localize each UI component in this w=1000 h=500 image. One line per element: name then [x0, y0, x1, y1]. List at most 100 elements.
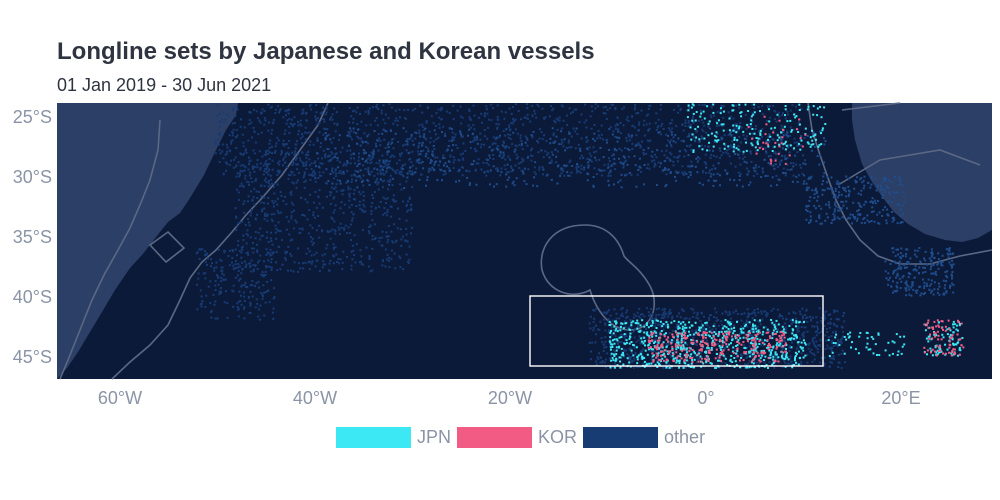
vessel-set-point	[881, 214, 884, 217]
vessel-set-point	[343, 227, 346, 230]
vessel-set-point	[630, 325, 633, 328]
vessel-set-point	[579, 171, 582, 174]
vessel-set-point	[656, 319, 659, 322]
vessel-set-point	[279, 109, 281, 112]
vessel-set-point	[639, 170, 642, 173]
vessel-set-point	[235, 215, 237, 218]
vessel-set-point	[720, 330, 723, 333]
vessel-set-point	[432, 122, 435, 125]
vessel-set-point	[236, 188, 239, 191]
vessel-set-point	[347, 179, 349, 182]
vessel-set-point	[860, 177, 863, 179]
vessel-set-point	[245, 252, 248, 255]
vessel-set-point	[689, 174, 692, 176]
vessel-set-point	[427, 107, 429, 109]
vessel-set-point	[354, 162, 356, 165]
vessel-set-point	[710, 132, 713, 135]
vessel-set-point	[305, 160, 308, 163]
vessel-set-point	[354, 170, 357, 173]
vessel-set-point	[754, 341, 757, 344]
vessel-set-point	[669, 159, 672, 162]
vessel-set-point	[857, 201, 860, 204]
vessel-set-point	[452, 156, 455, 159]
vessel-set-point	[347, 134, 350, 137]
vessel-set-point	[823, 316, 826, 319]
vessel-set-point	[755, 350, 758, 353]
vessel-set-point	[292, 182, 295, 185]
vessel-set-point	[313, 216, 316, 219]
vessel-set-point	[290, 123, 293, 126]
vessel-set-point	[738, 103, 741, 106]
vessel-set-point	[831, 192, 834, 195]
vessel-set-point	[714, 167, 717, 170]
vessel-set-point	[595, 307, 598, 310]
vessel-set-point	[882, 188, 885, 191]
vessel-set-point	[512, 118, 515, 121]
vessel-set-point	[894, 290, 897, 293]
vessel-set-point	[896, 203, 899, 206]
vessel-set-point	[458, 179, 461, 182]
vessel-set-point	[905, 282, 908, 285]
vessel-set-point	[813, 354, 816, 357]
vessel-set-point	[709, 329, 712, 332]
vessel-set-point	[309, 193, 312, 196]
vessel-set-point	[665, 363, 667, 366]
vessel-set-point	[373, 238, 376, 240]
vessel-set-point	[785, 133, 788, 136]
vessel-set-point	[256, 250, 259, 253]
vessel-set-point	[282, 159, 285, 162]
vessel-set-point	[401, 235, 404, 238]
vessel-set-point	[637, 354, 640, 357]
vessel-set-point	[683, 354, 686, 357]
vessel-set-point	[533, 176, 536, 179]
vessel-set-point	[799, 345, 802, 348]
vessel-set-point	[613, 342, 616, 345]
vessel-set-point	[405, 139, 408, 142]
vessel-set-point	[758, 352, 761, 355]
vessel-set-point	[666, 350, 669, 353]
vessel-set-point	[386, 167, 389, 170]
vessel-set-point	[236, 254, 238, 257]
vessel-set-point	[467, 134, 470, 137]
vessel-set-point	[401, 152, 403, 155]
vessel-set-point	[241, 245, 244, 248]
vessel-set-point	[859, 213, 862, 216]
vessel-set-point	[700, 144, 703, 147]
vessel-set-point	[794, 364, 797, 367]
vessel-set-point	[522, 158, 525, 161]
vessel-set-point	[611, 319, 614, 322]
vessel-set-point	[606, 108, 609, 111]
vessel-set-point	[257, 261, 259, 264]
vessel-set-point	[798, 123, 801, 126]
vessel-set-point	[595, 173, 598, 175]
vessel-set-point	[694, 352, 697, 355]
vessel-set-point	[525, 183, 528, 186]
vessel-set-point	[367, 170, 370, 173]
vessel-set-point	[318, 121, 321, 124]
vessel-set-point	[390, 249, 393, 252]
vessel-set-point	[689, 347, 692, 350]
vessel-set-point	[648, 167, 651, 170]
vessel-set-point	[747, 314, 750, 317]
vessel-set-point	[294, 150, 296, 153]
vessel-set-point	[365, 140, 368, 143]
vessel-set-point	[800, 363, 803, 365]
vessel-set-point	[924, 267, 926, 269]
vessel-set-point	[641, 355, 644, 358]
vessel-set-point	[496, 167, 499, 170]
vessel-set-point	[251, 280, 254, 282]
vessel-set-point	[835, 344, 838, 346]
vessel-set-point	[796, 330, 799, 333]
vessel-set-point	[696, 311, 699, 314]
vessel-set-point	[629, 332, 632, 335]
vessel-set-point	[597, 134, 600, 137]
vessel-set-point	[746, 356, 749, 359]
vessel-set-point	[425, 121, 428, 124]
vessel-set-point	[265, 159, 268, 162]
vessel-set-point	[294, 147, 297, 150]
vessel-set-point	[632, 343, 634, 346]
vessel-set-point	[367, 168, 370, 171]
vessel-set-point	[726, 173, 728, 175]
vessel-set-point	[361, 179, 364, 182]
vessel-set-point	[647, 344, 650, 347]
